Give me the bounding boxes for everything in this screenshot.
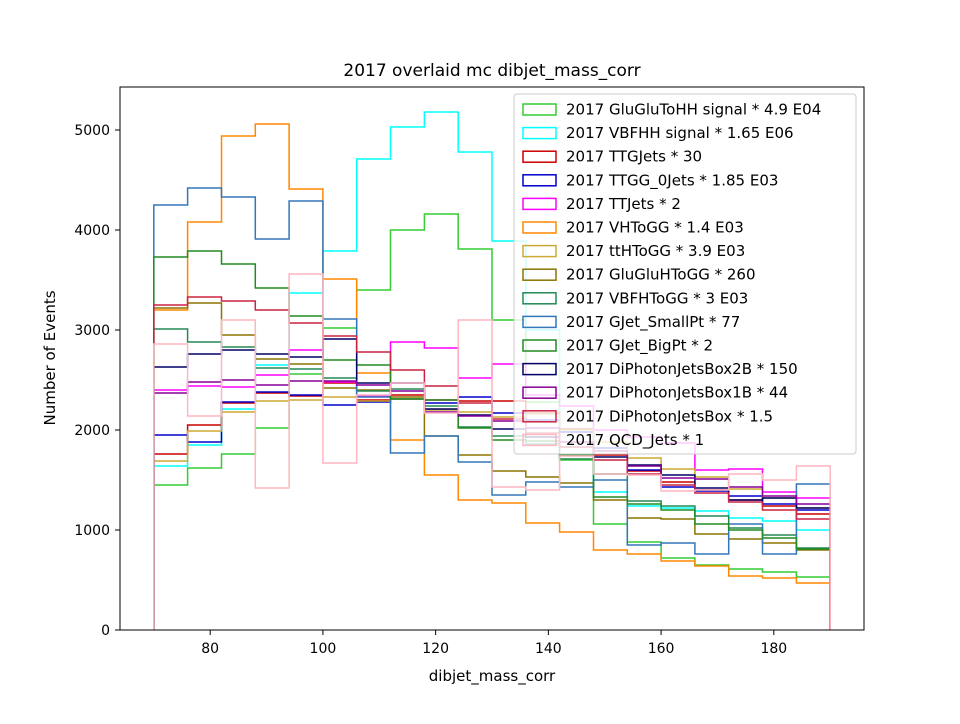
x-axis-label: dibjet_mass_corr bbox=[429, 667, 556, 686]
legend-swatch bbox=[522, 221, 557, 234]
y-axis-label: Number of Events bbox=[41, 290, 59, 425]
legend-swatch bbox=[522, 433, 557, 447]
legend-label: 2017 TTGG_0Jets * 1.85 E03 bbox=[566, 171, 778, 190]
y-tick-label: 0 bbox=[101, 623, 110, 639]
x-tick-label: 180 bbox=[760, 641, 787, 657]
legend-label: 2017 DiPhotonJetsBox2B * 150 bbox=[566, 360, 798, 378]
y-tick-label: 2000 bbox=[74, 423, 110, 439]
legend-label: 2017 TTJets * 2 bbox=[566, 195, 681, 213]
series-5-histogram bbox=[153, 123, 831, 630]
y-tick-label: 4000 bbox=[74, 223, 110, 239]
legend-swatch bbox=[522, 292, 557, 305]
legend-frame bbox=[513, 93, 857, 455]
legend-swatch bbox=[522, 197, 557, 211]
legend-label: 2017 DiPhotonJetsBox * 1.5 bbox=[566, 407, 773, 425]
x-tick-label: 120 bbox=[422, 641, 449, 657]
legend-swatch bbox=[522, 150, 557, 163]
legend-label: 2017 VBFHToGG * 3 E03 bbox=[566, 289, 748, 307]
legend-label: 2017 GJet_BigPt * 2 bbox=[566, 337, 713, 356]
axes-layer: 80 100 120 140 160 180 0 1000 2000 3000 4000 5000 bbox=[74, 123, 787, 657]
x-tick-label: 100 bbox=[310, 641, 337, 657]
legend-swatch bbox=[522, 174, 557, 187]
legend-swatch bbox=[522, 386, 557, 399]
legend-swatch bbox=[522, 339, 557, 352]
legend-label: 2017 GluGluToHH signal * 4.9 E04 bbox=[566, 101, 821, 119]
legend-label: 2017 TTGJets * 30 bbox=[566, 148, 702, 166]
plot-frame bbox=[119, 86, 865, 631]
y-tick-label: 3000 bbox=[74, 323, 110, 339]
legend-label: 2017 GluGluHToGG * 260 bbox=[566, 266, 756, 284]
legend-swatch bbox=[522, 410, 557, 423]
legend-swatch bbox=[522, 315, 557, 329]
x-tick-label: 140 bbox=[535, 641, 562, 657]
legend-label: 2017 GJet_SmallPt * 77 bbox=[566, 313, 740, 332]
legend-swatch bbox=[522, 126, 557, 140]
chart-title: 2017 overlaid mc dibjet_mass_corr bbox=[343, 61, 640, 81]
legend-label: 2017 QCD_Jets * 1 bbox=[566, 431, 704, 450]
legend-swatch bbox=[522, 244, 557, 258]
legend: 2017 GluGluToHH signal * 4.9 E04 2017 VBF… bbox=[513, 93, 857, 455]
y-tick-label: 1000 bbox=[74, 523, 110, 539]
legend-swatch bbox=[522, 268, 557, 281]
x-tick-label: 160 bbox=[648, 641, 675, 657]
legend-label: 2017 ttHToGG * 3.9 E03 bbox=[566, 242, 745, 260]
legend-label: 2017 VHToGG * 1.4 E03 bbox=[566, 219, 744, 237]
legend-label: 2017 DiPhotonJetsBox1B * 44 bbox=[566, 384, 788, 402]
x-tick-label: 80 bbox=[201, 641, 219, 657]
legend-swatch bbox=[522, 103, 557, 116]
series-14-histogram bbox=[153, 273, 831, 630]
y-tick-label: 5000 bbox=[74, 123, 110, 139]
series-layer bbox=[153, 111, 831, 630]
legend-label: 2017 VBFHH signal * 1.65 E06 bbox=[566, 124, 794, 142]
legend-swatch bbox=[522, 362, 557, 376]
